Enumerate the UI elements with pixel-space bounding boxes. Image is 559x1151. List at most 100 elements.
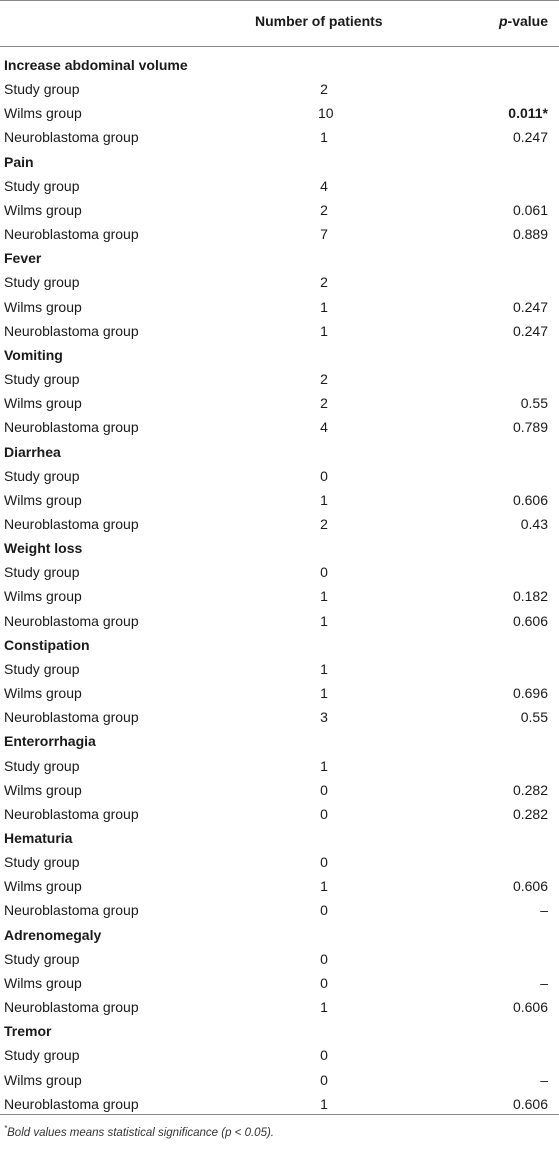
patient-count: 2 <box>320 201 328 218</box>
p-value: 0.282 <box>512 805 548 822</box>
section-title: Pain <box>4 153 34 170</box>
group-label: Study group <box>4 81 80 98</box>
group-label: Wilms group <box>4 878 82 895</box>
group-label: Study group <box>4 467 80 484</box>
table-row: Wilms group 2 0.061 <box>0 198 559 222</box>
p-value: 0.606 <box>512 491 548 508</box>
p-value: 0.55 <box>520 395 548 412</box>
table-row: Neuroblastoma group 1 0.606 <box>0 609 559 633</box>
table-row: Study group 4 <box>0 174 559 198</box>
group-label: Wilms group <box>4 974 82 991</box>
footnote-marker: * <box>4 1124 8 1133</box>
patient-count: 0 <box>320 902 328 919</box>
p-value: 0.606 <box>512 999 548 1016</box>
patient-count: 4 <box>320 419 328 436</box>
table-row: Study group 0 <box>0 560 559 584</box>
group-label: Neuroblastoma group <box>4 709 139 726</box>
table-row: Study group 0 <box>0 464 559 488</box>
table-row: Neuroblastoma group 4 0.789 <box>0 415 559 439</box>
group-label: Study group <box>4 564 80 581</box>
table-row: Study group 0 <box>0 1043 559 1067</box>
patient-count: 1 <box>320 878 328 895</box>
p-value: 0.789 <box>512 419 548 436</box>
table-row: Neuroblastoma group 1 0.606 <box>0 1092 559 1116</box>
p-value: 0.696 <box>512 685 548 702</box>
group-label: Study group <box>4 854 80 871</box>
header-p-italic: p <box>498 13 508 29</box>
group-label: Study group <box>4 950 80 967</box>
section-header-row: Vomiting <box>0 343 559 367</box>
patient-count: 7 <box>320 226 328 243</box>
group-label: Neuroblastoma group <box>4 805 139 822</box>
p-value: – <box>540 1071 548 1088</box>
group-label: Wilms group <box>4 781 82 798</box>
group-label: Neuroblastoma group <box>4 1095 139 1112</box>
section-title: Vomiting <box>4 346 63 363</box>
p-value: – <box>540 974 548 991</box>
section-header-row: Weight loss <box>0 536 559 560</box>
table-row: Wilms group 2 0.55 <box>0 391 559 415</box>
patient-count: 0 <box>320 974 328 991</box>
section-title: Increase abdominal volume <box>4 57 188 73</box>
table-row: Wilms group 1 0.182 <box>0 584 559 608</box>
p-value: 0.606 <box>512 1095 548 1112</box>
patient-count: 4 <box>320 177 328 194</box>
section-header-row: Hematuria <box>0 826 559 850</box>
patient-count: 0 <box>320 781 328 798</box>
group-label: Study group <box>4 660 80 677</box>
table-row: Neuroblastoma group 1 0.247 <box>0 125 559 149</box>
patient-count: 1 <box>320 999 328 1016</box>
table-header: Number of patients p-value <box>0 0 559 46</box>
table-row: Neuroblastoma group 1 0.247 <box>0 319 559 343</box>
section-title: Diarrhea <box>4 443 61 460</box>
p-value: 0.247 <box>512 322 548 339</box>
table-row: Study group 2 <box>0 77 559 101</box>
table-footnote: *Bold values means statistical significa… <box>4 1124 274 1139</box>
section-title: Fever <box>4 250 42 267</box>
patient-count: 10 <box>318 105 334 122</box>
group-label: Wilms group <box>4 395 82 412</box>
table-row: Study group 2 <box>0 270 559 294</box>
top-rule <box>0 0 559 1</box>
patient-count: 3 <box>320 709 328 726</box>
p-value: 0.061 <box>512 201 548 218</box>
group-label: Wilms group <box>4 105 82 122</box>
header-rule <box>0 46 559 47</box>
group-label: Wilms group <box>4 298 82 315</box>
table-row: Study group 0 <box>0 850 559 874</box>
table-row: Wilms group 0 0.282 <box>0 778 559 802</box>
section-title: Weight loss <box>4 540 83 557</box>
section-title: Constipation <box>4 636 90 653</box>
patient-count: 0 <box>320 1047 328 1064</box>
table-row: Neuroblastoma group 2 0.43 <box>0 512 559 536</box>
group-label: Neuroblastoma group <box>4 226 139 243</box>
patient-count: 0 <box>320 467 328 484</box>
section-title: Tremor <box>4 1023 52 1040</box>
group-label: Wilms group <box>4 201 82 218</box>
patient-count: 0 <box>320 564 328 581</box>
section-header-row: Fever <box>0 246 559 270</box>
table-row: Neuroblastoma group 3 0.55 <box>0 705 559 729</box>
group-label: Neuroblastoma group <box>4 419 139 436</box>
p-value: 0.182 <box>512 588 548 605</box>
p-value: – <box>540 902 548 919</box>
section-header-row: Constipation <box>0 633 559 657</box>
patient-count: 2 <box>320 81 328 98</box>
section-header-row: Increase abdominal volume <box>0 53 559 77</box>
group-label: Neuroblastoma group <box>4 322 139 339</box>
group-label: Wilms group <box>4 685 82 702</box>
table-row: Neuroblastoma group 7 0.889 <box>0 222 559 246</box>
patient-count: 2 <box>320 371 328 388</box>
bottom-rule <box>0 1114 559 1115</box>
group-label: Wilms group <box>4 491 82 508</box>
footnote-text: Bold values means statistical significan… <box>7 1126 274 1139</box>
section-title: Enterorrhagia <box>4 733 96 750</box>
table-row: Wilms group 0 – <box>0 1068 559 1092</box>
table-row: Study group 1 <box>0 754 559 778</box>
table-row: Wilms group 1 0.696 <box>0 681 559 705</box>
table-row: Wilms group 10 0.011* <box>0 101 559 125</box>
p-value: 0.011* <box>508 105 548 122</box>
patient-count: 2 <box>320 515 328 532</box>
patient-count: 1 <box>320 322 328 339</box>
